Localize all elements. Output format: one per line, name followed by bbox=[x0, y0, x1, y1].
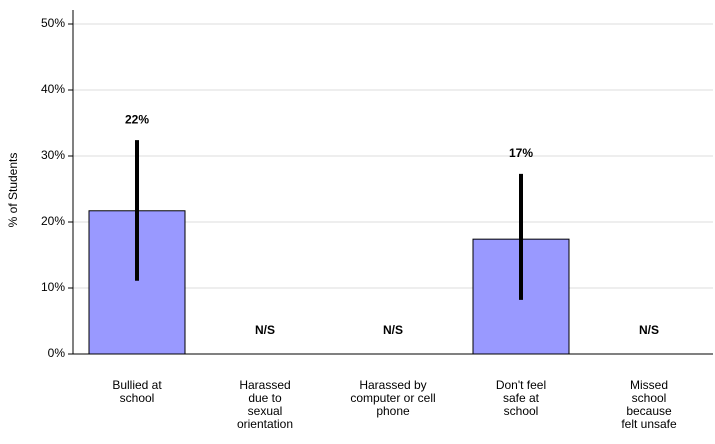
value-label: N/S bbox=[255, 323, 275, 337]
y-tick-label: 0% bbox=[48, 346, 66, 360]
value-label: N/S bbox=[383, 323, 403, 337]
y-tick-label: 10% bbox=[41, 280, 65, 294]
y-tick-label: 30% bbox=[41, 148, 65, 162]
y-tick-label: 20% bbox=[41, 214, 65, 228]
x-tick-label: Harassed due to sexual orientation bbox=[236, 378, 294, 431]
x-tick-label: Missed school because felt unsafe bbox=[621, 378, 677, 431]
x-tick-label: Bullied at school bbox=[112, 378, 162, 405]
y-tick-label: 40% bbox=[41, 82, 65, 96]
x-tick-label: Harassed by computer or cell phone bbox=[350, 378, 436, 418]
y-tick-label: 50% bbox=[41, 16, 65, 30]
value-label: 22% bbox=[125, 112, 149, 126]
x-tick-label: Don't feel safe at school bbox=[495, 378, 547, 418]
value-label: N/S bbox=[639, 323, 659, 337]
value-label: 17% bbox=[509, 146, 533, 160]
y-axis-label: % of Students bbox=[6, 153, 20, 228]
